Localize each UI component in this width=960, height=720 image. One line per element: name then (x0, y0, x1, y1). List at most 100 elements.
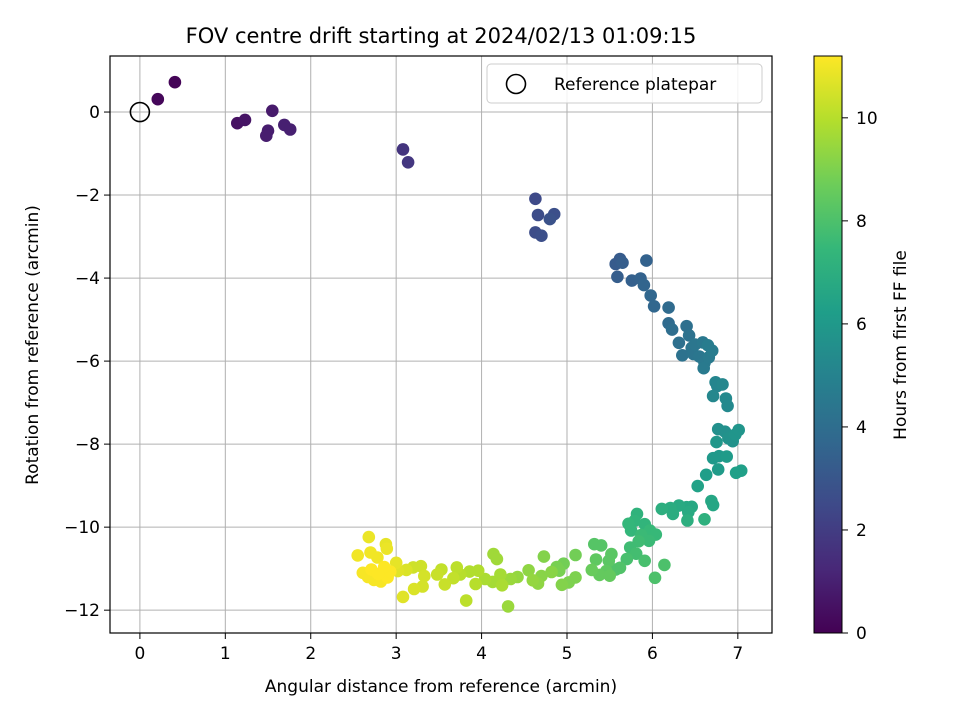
data-point (711, 463, 725, 476)
data-point (589, 553, 603, 566)
data-point (620, 552, 634, 566)
data-point (666, 507, 680, 521)
data-point (396, 590, 410, 604)
x-axis-ticks: 0 1 2 3 4 5 6 7 (134, 633, 743, 664)
data-point (640, 254, 653, 267)
data-point (522, 564, 535, 577)
data-point (537, 550, 551, 563)
plot-frame (109, 55, 773, 634)
grid (110, 56, 772, 633)
data-point (698, 513, 711, 526)
data-point (151, 92, 165, 106)
data-point (283, 123, 297, 136)
data-point (642, 534, 656, 548)
data-point (371, 567, 385, 581)
data-point (418, 569, 431, 583)
data-point (389, 556, 403, 570)
data-point (531, 208, 545, 222)
data-point (371, 551, 384, 564)
data-point (662, 301, 675, 314)
data-point (535, 229, 548, 242)
x-tick-label: 0 (134, 644, 145, 664)
data-point (469, 577, 482, 591)
data-point (266, 104, 279, 118)
data-point (501, 600, 515, 613)
data-point (616, 256, 629, 270)
data-point (401, 156, 415, 169)
data-point (697, 361, 710, 375)
data-point (665, 323, 679, 336)
data-point (655, 502, 669, 516)
colorbar-ticks: 0 2 4 6 8 10 (842, 109, 878, 644)
x-tick-label: 3 (391, 644, 402, 664)
x-tick-label: 2 (305, 644, 316, 664)
data-point (672, 336, 686, 350)
colorbar-tick-label: 6 (856, 315, 867, 335)
x-tick-label: 5 (562, 644, 573, 664)
x-tick-label: 7 (732, 644, 743, 664)
legend: Reference platepar (486, 63, 763, 104)
y-tick-label: −12 (64, 601, 100, 621)
data-point (588, 537, 601, 551)
y-tick-label: 0 (89, 103, 100, 123)
data-point (706, 498, 720, 512)
data-point (682, 329, 696, 342)
colorbar-tick-label: 2 (856, 521, 867, 541)
data-point (658, 558, 671, 572)
data-point (602, 554, 616, 568)
data-point (459, 594, 473, 607)
data-point (362, 530, 376, 544)
colorbar: 0 2 4 6 8 10 Hours from first FF file (813, 55, 911, 644)
y-tick-label: −8 (75, 435, 100, 455)
y-tick-label: −2 (75, 186, 100, 206)
y-tick-label: −4 (75, 269, 100, 289)
y-tick-label: −10 (64, 518, 100, 538)
data-point (699, 468, 713, 482)
data-point (691, 479, 704, 493)
data-point (543, 212, 557, 226)
data-point (545, 565, 558, 579)
data-point (407, 582, 421, 596)
reference-platepar-marker (129, 101, 151, 123)
colorbar-label: Hours from first FF file (891, 250, 911, 440)
data-point (438, 578, 452, 591)
data-point (716, 378, 729, 391)
data-point (238, 113, 252, 127)
data-point (585, 563, 599, 577)
data-point (710, 435, 723, 449)
data-point (705, 344, 719, 358)
data-point (624, 524, 638, 537)
data-point (168, 75, 182, 89)
data-point (603, 569, 616, 582)
data-point (478, 572, 492, 586)
data-point (706, 389, 720, 403)
legend-box (486, 63, 763, 104)
scatter-points (151, 75, 748, 613)
data-point (351, 549, 365, 562)
y-axis-label: Rotation from reference (arcmin) (23, 205, 43, 485)
data-point (676, 349, 689, 362)
data-point (644, 289, 657, 302)
x-tick-label: 6 (647, 644, 658, 664)
data-point (706, 451, 720, 465)
data-point (638, 554, 651, 568)
colorbar-tick-label: 10 (856, 109, 878, 129)
x-tick-label: 4 (476, 644, 487, 664)
y-axis-ticks: 0 −2 −4 −6 −8 −10 −12 (64, 103, 110, 621)
data-point (495, 579, 509, 592)
colorbar-tick-label: 8 (856, 212, 867, 232)
data-point (490, 552, 504, 566)
legend-entry-reference-platepar: Reference platepar (554, 75, 716, 95)
y-tick-label: −6 (75, 352, 100, 372)
data-point (721, 399, 734, 413)
data-point (629, 547, 643, 560)
data-point (648, 571, 662, 585)
colorbar-tick-label: 4 (856, 418, 867, 438)
data-point (734, 464, 748, 478)
data-point (611, 270, 624, 284)
data-point (380, 542, 394, 555)
colorbar-tick-label: 0 (856, 624, 867, 644)
x-axis-label: Angular distance from reference (arcmin) (265, 677, 617, 697)
data-point (260, 129, 273, 142)
